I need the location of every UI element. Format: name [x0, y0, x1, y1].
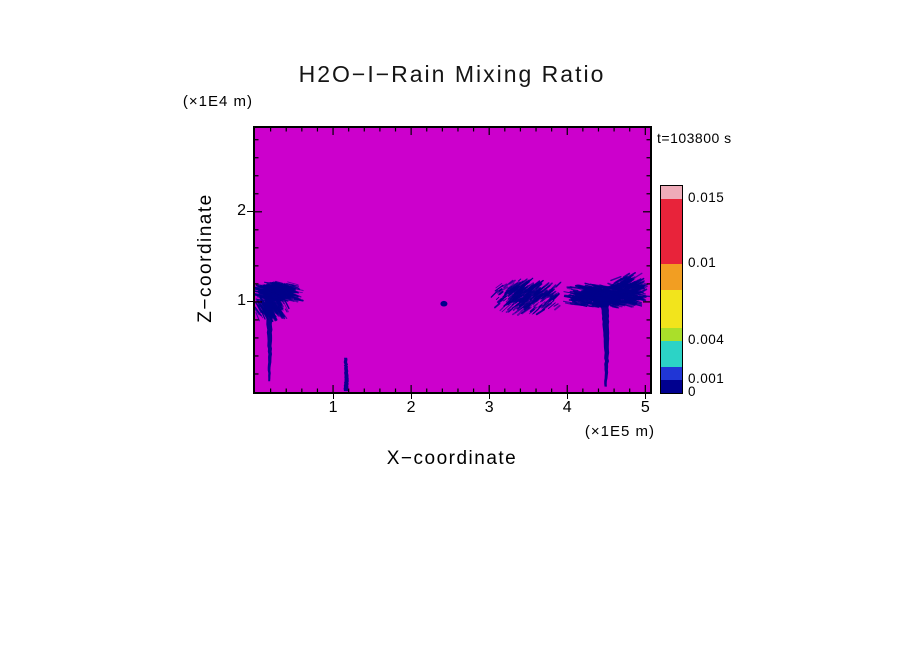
plot-canvas [255, 128, 650, 392]
y-tick-label: 1 [237, 291, 246, 309]
colorbar-segment [661, 198, 682, 264]
x-tick-mark [410, 394, 412, 399]
colorbar-tick-label: 0.01 [688, 254, 717, 270]
colorbar-segment [661, 263, 682, 290]
y-tick-mark [247, 301, 253, 303]
colorbar-tick-label: 0.001 [688, 371, 725, 387]
colorbar-tick-label: 0 [688, 384, 697, 399]
colorbar-segment [661, 289, 682, 329]
colorbar-segment [661, 186, 682, 199]
x-tick-label: 3 [484, 399, 494, 416]
x-tick-label: 1 [328, 399, 338, 416]
chart-title: H2O−I−Rain Mixing Ratio [298, 61, 606, 87]
x-axis-units-label: (×1E5 m) [584, 423, 655, 440]
y-tick-label: 2 [237, 201, 246, 219]
x-tick-mark [566, 394, 568, 399]
colorbar-segment [661, 341, 682, 368]
plot-area [253, 126, 652, 394]
x-tick-label: 5 [640, 399, 650, 416]
x-tick-mark [644, 394, 646, 399]
x-axis-title: X−coordinate [386, 448, 518, 469]
y-tick-mark [247, 211, 253, 213]
x-tick-mark [488, 394, 490, 399]
x-tick-label: 2 [406, 399, 416, 416]
x-tick-label: 4 [562, 399, 572, 416]
colorbar-tick-label: 0.004 [688, 332, 725, 348]
x-tick-mark [332, 394, 334, 399]
colorbar [660, 185, 683, 394]
y-axis-title: Z−coordinate [195, 193, 216, 323]
time-annotation: t=103800 s [657, 130, 732, 146]
colorbar-segment [661, 380, 682, 393]
colorbar-segment [661, 367, 682, 381]
y-axis-units-label: (×1E4 m) [182, 93, 253, 110]
colorbar-segment [661, 328, 682, 342]
colorbar-tick-label: 0.015 [688, 189, 725, 205]
